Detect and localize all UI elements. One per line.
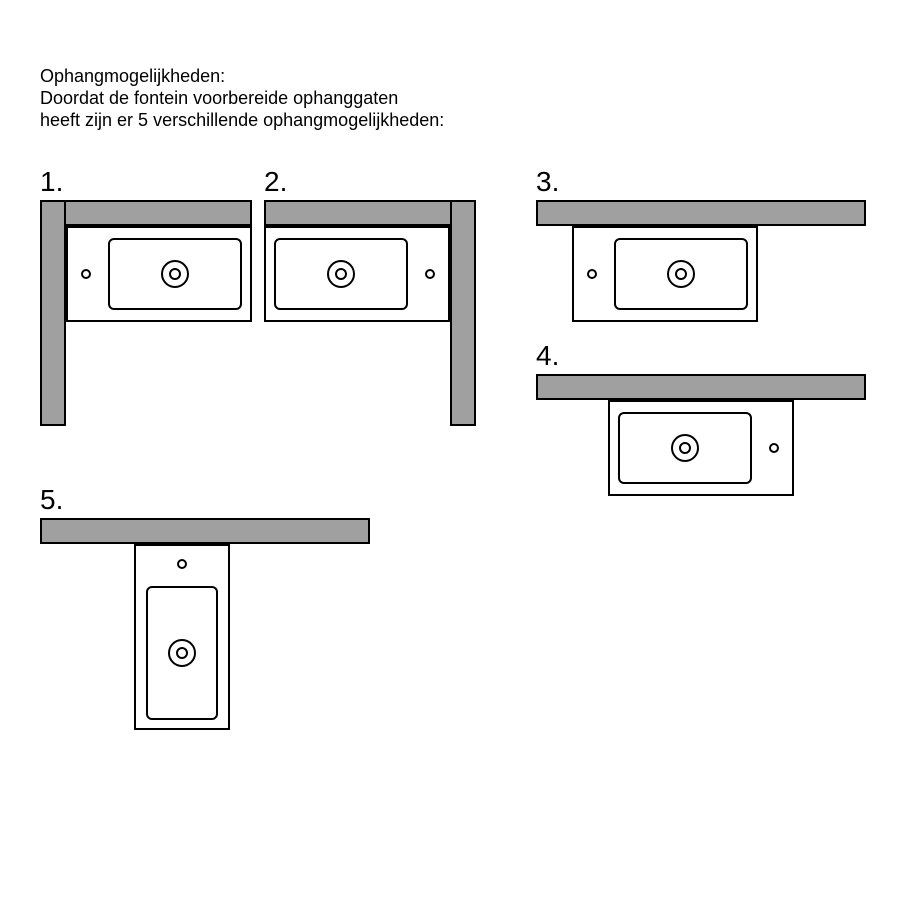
label-5: 5.	[40, 484, 63, 516]
diagram-canvas: Ophangmogelijkheden: Doordat de fontein …	[0, 0, 900, 900]
d1-wall-top	[40, 200, 252, 226]
heading-line-2: Doordat de fontein voorbereide ophanggat…	[40, 88, 398, 109]
heading-line-3: heeft zijn er 5 verschillende ophangmoge…	[40, 110, 444, 131]
d3-drain-inner	[675, 268, 687, 280]
d2-wall-top	[264, 200, 476, 226]
d1-wall-left	[40, 200, 66, 426]
d3-tap-hole	[587, 269, 597, 279]
label-4: 4.	[536, 340, 559, 372]
d2-wall-right	[450, 200, 476, 426]
d1-tap-hole	[81, 269, 91, 279]
d4-tap-hole	[769, 443, 779, 453]
d4-drain-inner	[679, 442, 691, 454]
d5-tap-hole	[177, 559, 187, 569]
d5-wall-top	[40, 518, 370, 544]
d1-drain-inner	[169, 268, 181, 280]
label-2: 2.	[264, 166, 287, 198]
label-3: 3.	[536, 166, 559, 198]
d2-drain-inner	[335, 268, 347, 280]
d5-drain-inner	[176, 647, 188, 659]
label-1: 1.	[40, 166, 63, 198]
heading-line-1: Ophangmogelijkheden:	[40, 66, 225, 87]
d2-tap-hole	[425, 269, 435, 279]
d4-wall-top	[536, 374, 866, 400]
d3-wall-top	[536, 200, 866, 226]
